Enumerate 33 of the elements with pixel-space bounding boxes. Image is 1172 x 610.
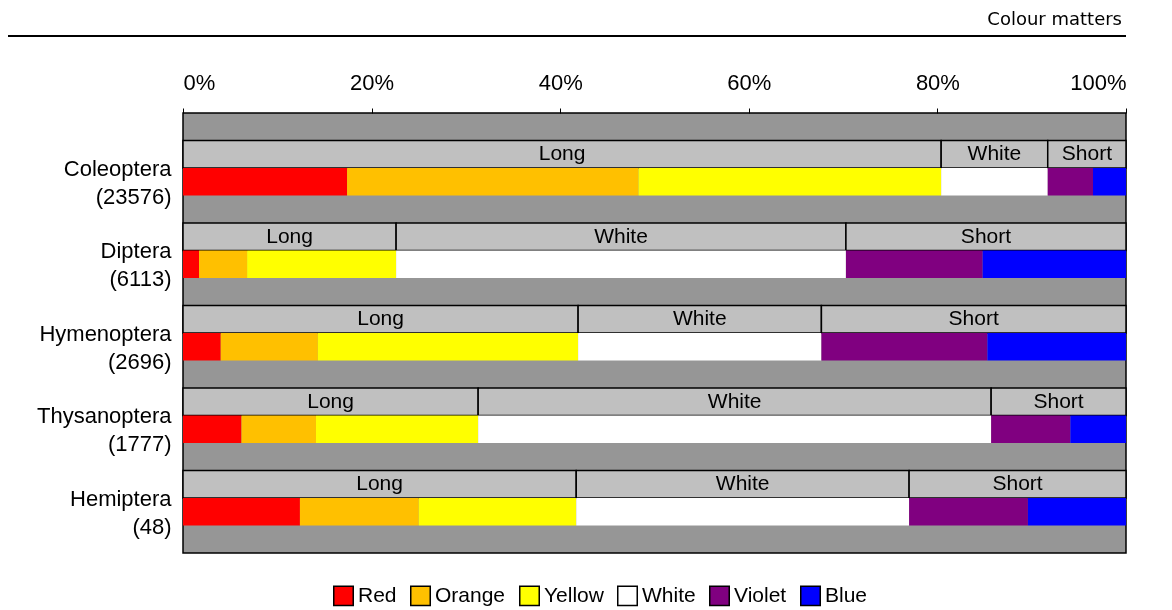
x-tick-label: 0%	[183, 69, 216, 95]
x-tick-label: 100%	[1070, 69, 1127, 95]
x-tick-label: 60%	[727, 69, 772, 95]
legend-label: Blue	[825, 582, 868, 606]
text: Long	[357, 306, 404, 330]
y-tick-label: Thysanoptera (1777)	[36, 403, 173, 456]
text: Long	[356, 471, 403, 495]
series-label: White	[967, 141, 1022, 165]
text: White	[672, 306, 727, 330]
text: Short	[1033, 388, 1084, 412]
series-label: Long	[538, 141, 586, 165]
y-tick-label: Coleoptera (23576)	[63, 155, 173, 209]
y-tick-label: Diptera (6113)	[100, 238, 173, 291]
text: Long	[266, 223, 313, 247]
text: Long	[307, 388, 354, 412]
text: Short	[948, 306, 999, 330]
y-tick-label: Hemiptera (48)	[70, 485, 173, 539]
legend-label: Yellow	[544, 582, 605, 606]
text: White	[715, 471, 770, 495]
legend-label: Violet	[734, 582, 787, 606]
x-tick-label: 80%	[915, 69, 960, 95]
legend-label: Red	[358, 582, 397, 606]
series-label: Short	[1061, 141, 1113, 165]
text: White	[707, 388, 762, 412]
text: Short	[992, 471, 1043, 495]
text: White	[594, 223, 648, 247]
x-tick-label: 20%	[350, 69, 395, 95]
chart-title: Colour matters	[987, 8, 1122, 29]
text: Short	[960, 223, 1012, 247]
legend-label: White	[642, 582, 696, 606]
y-tick-label: Hymenoptera (2696)	[39, 320, 173, 374]
x-tick-label: 40%	[538, 69, 583, 95]
legend-label: Orange	[435, 582, 506, 606]
